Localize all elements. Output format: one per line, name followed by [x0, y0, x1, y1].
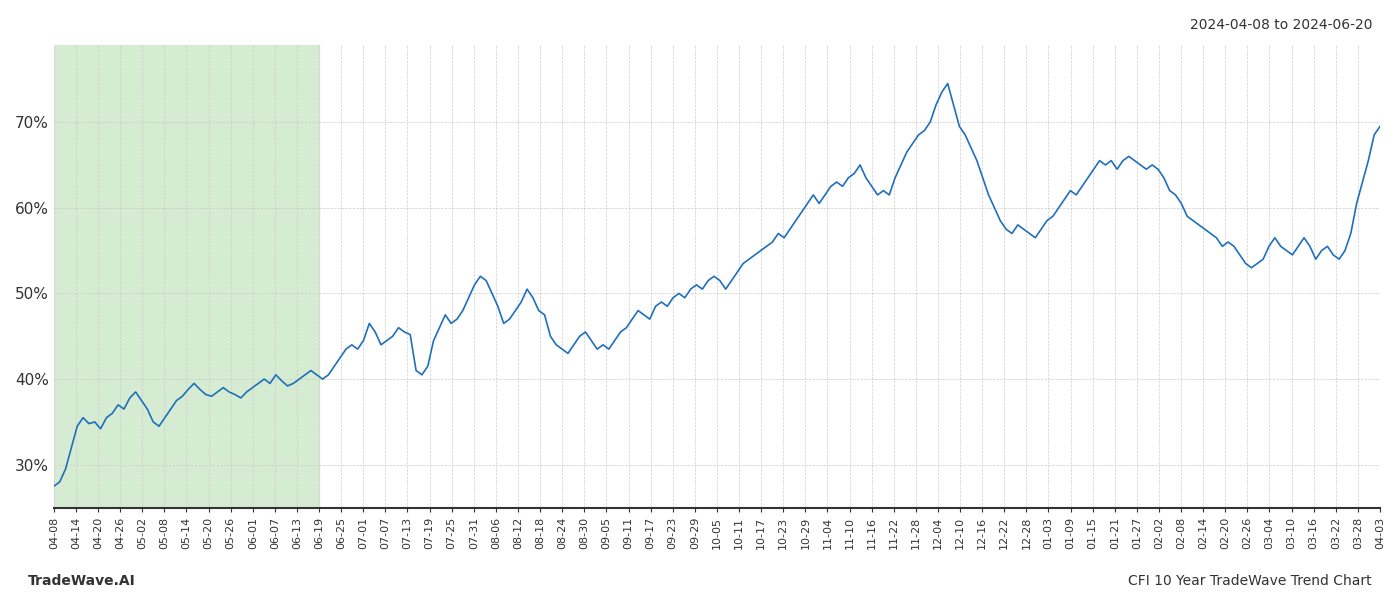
Bar — [53, 45, 319, 508]
Text: CFI 10 Year TradeWave Trend Chart: CFI 10 Year TradeWave Trend Chart — [1128, 574, 1372, 588]
Text: TradeWave.AI: TradeWave.AI — [28, 574, 136, 588]
Text: 2024-04-08 to 2024-06-20: 2024-04-08 to 2024-06-20 — [1190, 18, 1372, 32]
